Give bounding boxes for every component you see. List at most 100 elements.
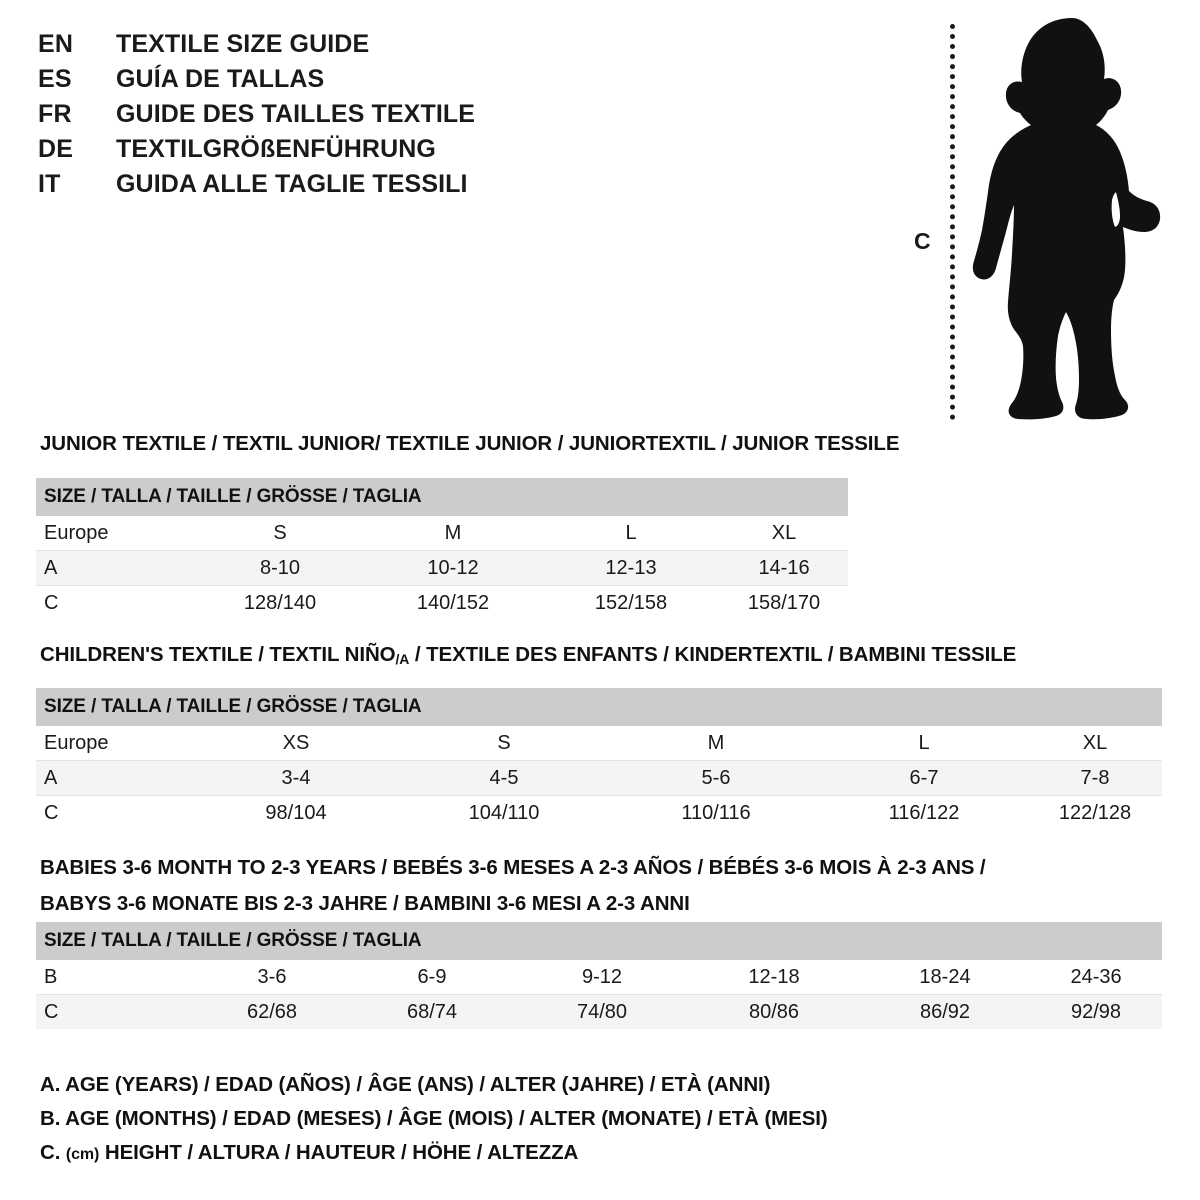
children-row-c-xs: 98/104 <box>196 795 396 830</box>
language-title-de: TEXTILGRÖßENFÜHRUNG <box>116 135 436 163</box>
section-heading-children: CHILDREN'S TEXTILE / TEXTIL NIÑO/A / TEX… <box>40 643 1016 667</box>
junior-table-header-row: Europe S M L XL <box>36 516 848 551</box>
children-row-a-xl: 7-8 <box>1028 760 1163 796</box>
height-measurement-figure: C <box>900 14 1180 424</box>
babies-size-bar-label: SIZE / TALLA / TAILLE / GRÖSSE / TAGLIA <box>36 922 1163 960</box>
legend-line-c: C. (cm) HEIGHT / ALTURA / HAUTEUR / HÖHE… <box>40 1136 1160 1170</box>
legend-c-prefix: C. <box>40 1141 66 1164</box>
children-row-c-xl: 122/128 <box>1028 795 1163 830</box>
junior-row-c-l: 152/158 <box>542 585 720 620</box>
children-heading-sub: /A <box>395 651 410 668</box>
junior-size-col-xl: XL <box>771 521 797 544</box>
junior-row-a-m: 10-12 <box>364 550 542 586</box>
children-table-bar-row: SIZE / TALLA / TAILLE / GRÖSSE / TAGLIA <box>36 688 1163 726</box>
language-title-fr: GUIDE DES TAILLES TEXTILE <box>116 100 476 128</box>
children-table-row-a: A 3-4 4-5 5-6 6-7 7-8 <box>36 760 1163 796</box>
children-heading-post: / TEXTILE DES ENFANTS / KINDERTEXTIL / B… <box>409 643 1017 666</box>
children-row-c-s: 104/110 <box>396 795 612 830</box>
junior-size-table: SIZE / TALLA / TAILLE / GRÖSSE / TAGLIA … <box>36 478 849 620</box>
babies-row-c-col6: 92/98 <box>1030 994 1163 1029</box>
junior-row-c-s: 128/140 <box>196 585 364 620</box>
height-dotted-line <box>950 24 955 420</box>
measurement-legend: A. AGE (YEARS) / EDAD (AÑOS) / ÂGE (ANS)… <box>40 1068 1160 1170</box>
children-header-region-label: Europe <box>44 731 109 754</box>
junior-row-a-l: 12-13 <box>542 550 720 586</box>
language-code-es: ES <box>38 65 72 93</box>
babies-table-bar-row: SIZE / TALLA / TAILLE / GRÖSSE / TAGLIA <box>36 922 1163 960</box>
junior-header-region-label: Europe <box>44 521 109 544</box>
children-heading-pre: CHILDREN'S TEXTILE / TEXTIL NIÑO <box>40 643 396 666</box>
language-code-en: EN <box>38 30 74 58</box>
babies-row-c-col3: 74/80 <box>516 994 688 1029</box>
babies-size-table: SIZE / TALLA / TAILLE / GRÖSSE / TAGLIA … <box>36 922 1163 1029</box>
children-row-a-l: 6-7 <box>820 760 1028 796</box>
language-row-it: IT GUIDA ALLE TAGLIE TESSILI <box>38 170 658 205</box>
babies-row-b-col6: 24-36 <box>1070 965 1122 988</box>
junior-table-row-a: A 8-10 10-12 12-13 14-16 <box>36 550 849 586</box>
language-title-list: EN TEXTILE SIZE GUIDE ES GUÍA DE TALLAS … <box>38 30 658 205</box>
babies-row-c-col5: 86/92 <box>860 994 1030 1029</box>
children-size-col-xs: XS <box>282 731 310 754</box>
babies-row-c-col1: 62/68 <box>196 994 348 1029</box>
children-row-a-label: A <box>36 760 196 796</box>
language-code-it: IT <box>38 170 61 198</box>
children-row-a-xs: 3-4 <box>196 760 396 796</box>
children-row-c-m: 110/116 <box>612 795 820 830</box>
junior-table-bar-row: SIZE / TALLA / TAILLE / GRÖSSE / TAGLIA <box>36 478 849 516</box>
section-heading-babies: BABIES 3-6 MONTH TO 2-3 YEARS / BEBÉS 3-… <box>40 856 986 916</box>
babies-heading-line2: BABYS 3-6 MONATE BIS 2-3 JAHRE / BAMBINI… <box>40 892 690 915</box>
children-row-c-l: 116/122 <box>820 795 1028 830</box>
children-size-bar-label: SIZE / TALLA / TAILLE / GRÖSSE / TAGLIA <box>36 688 1163 726</box>
junior-table-row-c: C 128/140 140/152 152/158 158/170 <box>36 585 849 620</box>
babies-row-c-col4: 80/86 <box>688 994 860 1029</box>
language-title-es: GUÍA DE TALLAS <box>116 65 325 93</box>
children-size-table: SIZE / TALLA / TAILLE / GRÖSSE / TAGLIA … <box>36 688 1163 830</box>
language-row-de: DE TEXTILGRÖßENFÜHRUNG <box>38 135 658 170</box>
height-measure-label: C <box>914 228 931 254</box>
language-row-en: EN TEXTILE SIZE GUIDE <box>38 30 658 65</box>
babies-row-b-col3: 9-12 <box>581 965 623 988</box>
babies-row-b-col1: 3-6 <box>257 965 287 988</box>
babies-table-row-b: B 3-6 6-9 9-12 12-18 18-24 24-36 <box>36 960 1162 995</box>
language-code-fr: FR <box>38 100 72 128</box>
babies-row-b-label: B <box>44 965 58 988</box>
junior-size-bar-label: SIZE / TALLA / TAILLE / GRÖSSE / TAGLIA <box>36 478 849 516</box>
language-code-de: DE <box>38 135 74 163</box>
legend-line-b: B. AGE (MONTHS) / EDAD (MESES) / ÂGE (MO… <box>40 1107 828 1130</box>
junior-size-col-s: S <box>273 521 287 544</box>
language-row-fr: FR GUIDE DES TAILLES TEXTILE <box>38 100 658 135</box>
babies-table-row-c: C 62/68 68/74 74/80 80/86 86/92 92/98 <box>36 994 1163 1029</box>
junior-row-a-xl: 14-16 <box>720 550 849 586</box>
legend-c-unit: (cm) <box>65 1146 100 1163</box>
children-row-c-label: C <box>36 795 196 830</box>
junior-row-a-s: 8-10 <box>196 550 364 586</box>
babies-row-b-col5: 18-24 <box>919 965 971 988</box>
children-size-col-l: L <box>918 731 930 754</box>
junior-row-c-xl: 158/170 <box>720 585 849 620</box>
children-size-col-xl: XL <box>1082 731 1108 754</box>
children-row-a-m: 5-6 <box>612 760 820 796</box>
junior-size-col-l: L <box>625 521 637 544</box>
children-table-row-c: C 98/104 104/110 110/116 116/122 122/128 <box>36 795 1163 830</box>
babies-row-b-col2: 6-9 <box>417 965 447 988</box>
children-table-header-row: Europe XS S M L XL <box>36 726 1162 761</box>
children-row-a-s: 4-5 <box>396 760 612 796</box>
junior-row-c-label: C <box>36 585 196 620</box>
babies-heading-line1: BABIES 3-6 MONTH TO 2-3 YEARS / BEBÉS 3-… <box>40 856 986 879</box>
children-size-col-s: S <box>497 731 511 754</box>
toddler-silhouette-icon <box>972 18 1161 420</box>
language-row-es: ES GUÍA DE TALLAS <box>38 65 658 100</box>
junior-row-a-label: A <box>36 550 196 586</box>
children-size-col-m: M <box>707 731 725 754</box>
babies-row-b-col4: 12-18 <box>748 965 800 988</box>
junior-row-c-m: 140/152 <box>364 585 542 620</box>
section-heading-junior: JUNIOR TEXTILE / TEXTIL JUNIOR/ TEXTILE … <box>40 432 900 455</box>
language-title-en: TEXTILE SIZE GUIDE <box>116 30 370 58</box>
legend-c-rest: HEIGHT / ALTURA / HAUTEUR / HÖHE / ALTEZ… <box>99 1141 579 1164</box>
babies-row-c-label: C <box>36 994 196 1029</box>
babies-row-c-col2: 68/74 <box>348 994 516 1029</box>
junior-size-col-m: M <box>444 521 462 544</box>
language-title-it: GUIDA ALLE TAGLIE TESSILI <box>116 170 468 198</box>
legend-line-a: A. AGE (YEARS) / EDAD (AÑOS) / ÂGE (ANS)… <box>40 1073 771 1096</box>
